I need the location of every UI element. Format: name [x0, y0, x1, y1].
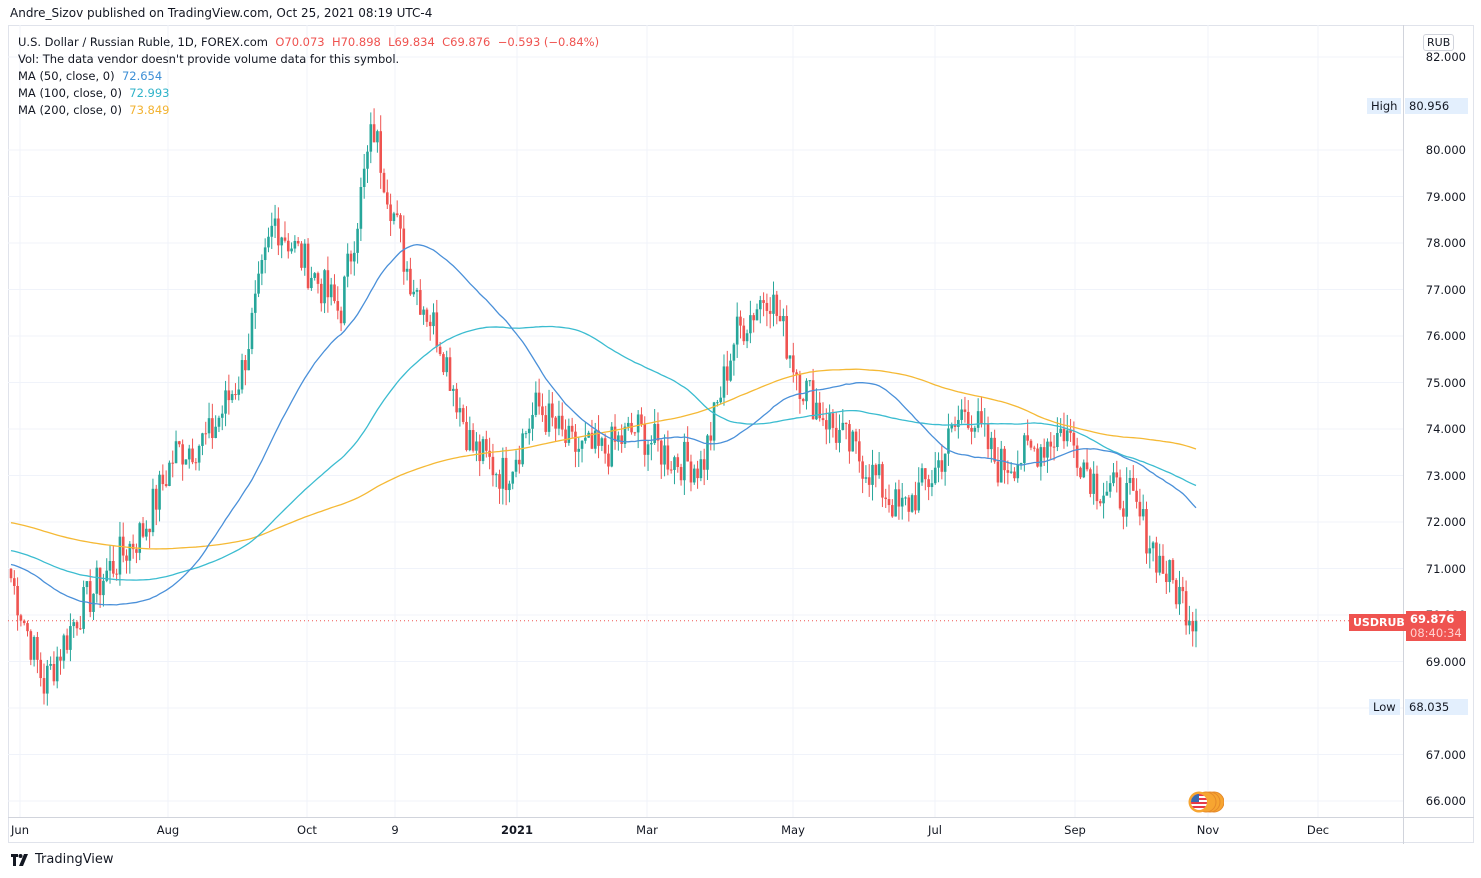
ma100-label: MA (100, close, 0) — [18, 86, 122, 100]
time-tick: Jun — [11, 823, 29, 837]
tradingview-logo-icon — [11, 853, 28, 866]
price-tick: 74.000 — [1425, 422, 1466, 436]
price-tick: 75.000 — [1425, 375, 1466, 390]
ma200-value: 73.849 — [129, 103, 170, 117]
time-axis[interactable]: Jun Aug Oct 9 2021 Mar May Jul Sep Nov Dec — [8, 817, 1403, 844]
volume-note: Vol: The data vendor doesn't provide vol… — [18, 52, 400, 66]
ma50-label: MA (50, close, 0) — [18, 69, 115, 83]
high-value: 80.956 — [1405, 98, 1468, 114]
chart-legend: U.S. Dollar / Russian Ruble, 1D, FOREX.c… — [18, 34, 599, 119]
symbol-price-label: USDRUB — [1349, 614, 1409, 631]
change-value: −0.593 (−0.84%) — [497, 35, 600, 49]
time-tick: Oct — [297, 823, 317, 837]
price-tick: 66.000 — [1425, 794, 1466, 808]
price-tick: 79.000 — [1425, 189, 1466, 204]
price-tick: 82.000 — [1425, 50, 1466, 64]
time-tick: May — [781, 823, 805, 837]
price-tick: 72.000 — [1425, 515, 1466, 529]
price-tick: 78.000 — [1425, 236, 1466, 250]
high-label: High — [1367, 98, 1402, 114]
price-tick: 67.000 — [1425, 747, 1466, 762]
candlestick-chart[interactable] — [8, 25, 1403, 817]
close-value: C69.876 — [442, 35, 491, 49]
symbol-title: U.S. Dollar / Russian Ruble, 1D, FOREX.c… — [18, 35, 269, 49]
current-price: 69.876 — [1410, 612, 1455, 626]
currency-unit-button[interactable]: RUB — [1423, 34, 1455, 51]
time-tick: Mar — [636, 823, 658, 837]
time-tick: Sep — [1064, 823, 1086, 837]
time-tick: Jul — [928, 823, 942, 837]
time-tick: Dec — [1306, 823, 1330, 837]
price-tick: 69.000 — [1425, 654, 1466, 669]
axis-corner — [1403, 817, 1474, 844]
low-value: 68.035 — [1405, 699, 1468, 715]
ma100-legend-row[interactable]: MA (100, close, 0) 72.993 — [18, 85, 599, 102]
chart-frame — [8, 25, 1474, 843]
symbol-legend-row[interactable]: U.S. Dollar / Russian Ruble, 1D, FOREX.c… — [18, 34, 599, 51]
time-tick: 9 — [391, 823, 399, 837]
time-tick: Aug — [156, 823, 180, 837]
current-price-badge: 69.876 08:40:34 — [1406, 611, 1466, 641]
time-tick: 2021 — [500, 823, 534, 837]
ma50-value: 72.654 — [121, 69, 163, 83]
open-value: O70.073 — [275, 35, 325, 49]
bar-countdown: 08:40:34 — [1410, 626, 1462, 640]
price-tick: 77.000 — [1425, 282, 1466, 297]
high-value: H70.898 — [331, 35, 381, 49]
price-tick: 80.000 — [1425, 143, 1466, 157]
ma50-legend-row[interactable]: MA (50, close, 0) 72.654 — [18, 68, 599, 85]
low-label: Low — [1369, 699, 1400, 715]
ma100-value: 72.993 — [129, 86, 170, 100]
low-value: L69.834 — [388, 35, 435, 49]
price-tick: 73.000 — [1425, 468, 1466, 483]
price-tick: 76.000 — [1425, 329, 1466, 343]
brand-name: TradingView — [35, 852, 114, 867]
ma200-label: MA (200, close, 0) — [18, 103, 122, 117]
price-tick: 71.000 — [1425, 561, 1466, 576]
published-caption: Andre_Sizov published on TradingView.com… — [10, 6, 433, 20]
time-tick: Nov — [1196, 823, 1220, 837]
price-axis[interactable]: 82.000 80.000 79.000 78.000 77.000 76.000 75.0… — [1403, 25, 1474, 817]
ma200-legend-row[interactable]: MA (200, close, 0) 73.849 — [18, 102, 599, 119]
footer-brand[interactable]: TradingView — [11, 852, 114, 867]
chart-plot-area[interactable]: U.S. Dollar / Russian Ruble, 1D, FOREX.c… — [8, 25, 1403, 817]
